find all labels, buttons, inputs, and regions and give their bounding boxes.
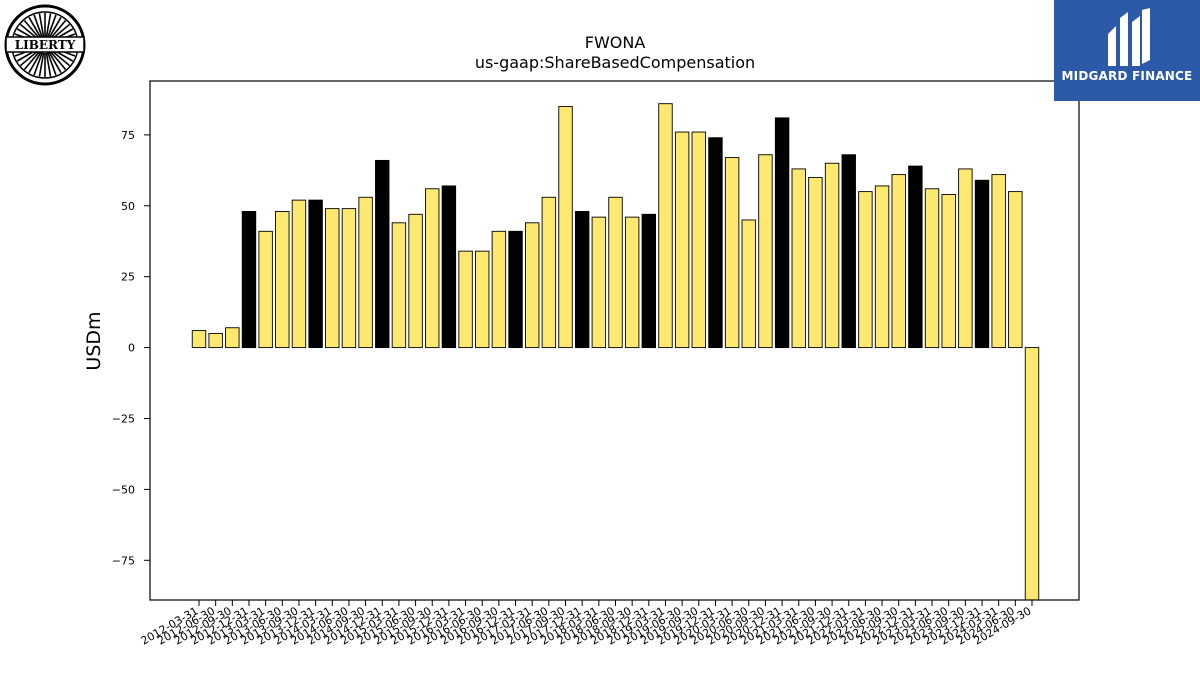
bar [991, 174, 1006, 349]
bar [574, 211, 590, 349]
y-tick-label: −75 [112, 554, 135, 567]
bar [924, 188, 940, 349]
liberty-logo: LIBERTY [4, 4, 86, 86]
bar [475, 250, 490, 349]
x-axis: 2012-03-312012-06-302012-09-302012-12-31… [139, 600, 1034, 648]
bar [375, 159, 390, 349]
bar [858, 191, 873, 349]
bar [208, 332, 223, 349]
bar [291, 199, 307, 349]
bar [341, 208, 357, 349]
bar [325, 208, 340, 349]
bar [724, 157, 740, 349]
bar [758, 154, 773, 349]
bar [241, 211, 257, 349]
bar [741, 219, 756, 349]
bar [774, 117, 790, 349]
bar [358, 196, 373, 349]
bar [458, 250, 473, 349]
bar [1024, 347, 1040, 601]
midgard-mark-icon [1108, 8, 1150, 66]
bar [841, 154, 856, 349]
y-tick-label: 50 [121, 200, 135, 213]
bar [391, 222, 407, 349]
midgard-finance-logo: MIDGARD FINANCE [1054, 0, 1200, 101]
bar [591, 216, 607, 349]
chart-title: FWONA [585, 33, 646, 52]
bar [491, 230, 507, 349]
bar [408, 213, 423, 349]
bars [191, 103, 1040, 601]
plot-frame [149, 80, 1080, 601]
bar [674, 131, 690, 349]
bar [824, 162, 840, 349]
bar [275, 211, 290, 349]
y-tick-label: 0 [128, 342, 135, 355]
bar [941, 193, 956, 349]
bar [808, 176, 823, 349]
bar [874, 185, 890, 349]
bar [441, 185, 457, 349]
bar [791, 168, 806, 349]
bar [425, 188, 440, 349]
bar [958, 168, 973, 349]
bar [908, 165, 923, 349]
bar [641, 213, 657, 349]
bar [658, 103, 673, 349]
bar [225, 327, 240, 349]
y-axis: −75 −50 −25 0 25 50 75 [112, 129, 150, 567]
bar [708, 137, 723, 349]
y-tick-label: 75 [121, 129, 135, 142]
y-tick-label: 25 [121, 271, 135, 284]
liberty-seal-icon: LIBERTY [4, 4, 86, 86]
bar [258, 230, 273, 349]
y-tick-label: −50 [112, 483, 135, 496]
bar [974, 179, 990, 349]
bar [308, 199, 323, 349]
bar [624, 216, 640, 349]
bar [508, 230, 523, 349]
bar [541, 196, 557, 349]
bar [891, 174, 906, 349]
bar [608, 196, 623, 349]
midgard-logo-text: MIDGARD FINANCE [1061, 69, 1193, 83]
chart-subtitle: us-gaap:ShareBasedCompensation [475, 53, 755, 72]
liberty-logo-text: LIBERTY [15, 38, 76, 52]
y-axis-label: USDm [83, 311, 105, 370]
bar [1008, 191, 1023, 349]
bar [691, 131, 706, 349]
bar [525, 222, 540, 349]
bar [191, 330, 207, 349]
bar [558, 106, 573, 349]
y-tick-label: −25 [112, 412, 135, 425]
